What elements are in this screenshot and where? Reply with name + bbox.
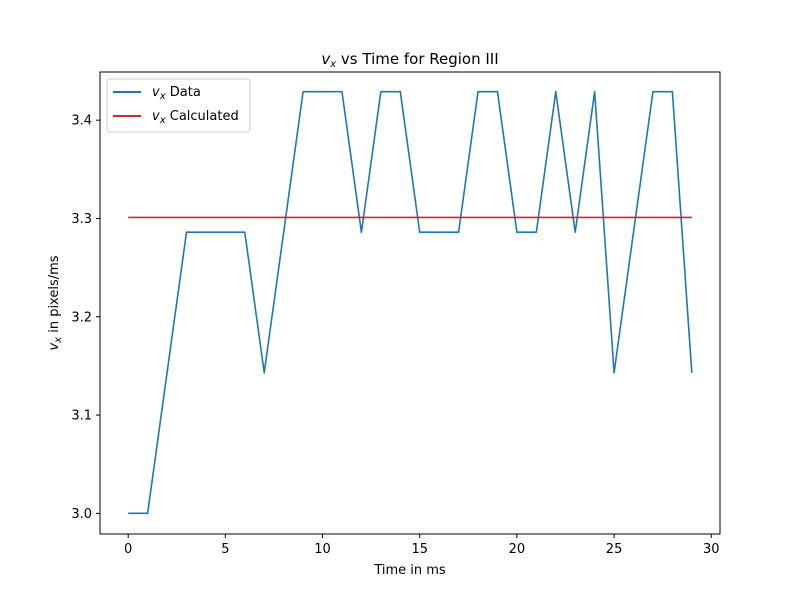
x-tick-label: 10 (314, 542, 331, 557)
x-tick-label: 20 (509, 542, 526, 557)
x-axis-label: Time in ms (373, 563, 446, 578)
y-tick-label: 3.1 (71, 409, 92, 424)
legend-label-calculated: vx Calculated (152, 109, 239, 126)
series-line-data (128, 90, 693, 515)
legend-box (106, 78, 251, 133)
y-tick-label: 3.2 (71, 310, 92, 325)
plot-area-frame (99, 71, 721, 535)
chart-title: vx vs Time for Region III (321, 50, 498, 70)
x-tick-label: 30 (703, 542, 720, 557)
y-tick-label: 3.4 (71, 114, 92, 129)
series-layer (128, 90, 693, 515)
x-axis-ticks: 0 5 10 15 20 25 30 (124, 534, 720, 557)
y-axis-label: vx in pixels/ms (47, 255, 64, 350)
x-tick-label: 25 (606, 542, 623, 557)
y-tick-label: 3.3 (71, 212, 92, 227)
y-axis-ticks: 3.0 3.1 3.2 3.3 3.4 (71, 114, 100, 522)
x-tick-label: 5 (221, 542, 229, 557)
x-tick-label: 15 (411, 542, 428, 557)
legend: vx Data vx Calculated (106, 78, 251, 133)
x-tick-label: 0 (124, 542, 132, 557)
legend-label-data: vx Data (152, 85, 201, 102)
y-tick-label: 3.0 (71, 507, 92, 522)
